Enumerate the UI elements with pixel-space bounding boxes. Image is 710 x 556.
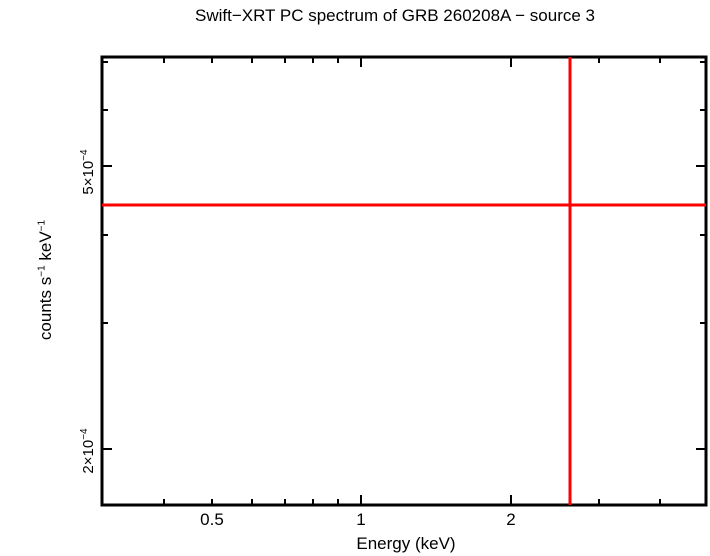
y-tick-label: 5×10−4: [79, 149, 97, 194]
x-tick-label: 0.5: [200, 510, 224, 529]
y-tick-exponent: −4: [79, 428, 90, 440]
chart-title: Swift−XRT PC spectrum of GRB 260208A − s…: [194, 6, 595, 25]
y-label-part: counts s: [36, 276, 55, 341]
y-tick-base: 5×10: [80, 160, 97, 195]
y-label-part: keV: [36, 231, 55, 266]
y-axis-label: counts s−1 keV−1: [36, 220, 56, 340]
data-point-crosshair: [102, 57, 706, 505]
x-axis-label: Energy (keV): [356, 534, 456, 553]
x-tick-label: 1: [356, 510, 366, 529]
x-axis-ticks: [163, 57, 661, 505]
y-tick-base: 2×10: [80, 439, 97, 474]
plot-frame: [100, 55, 708, 507]
y-label-exponent: −1: [36, 219, 48, 232]
y-tick-label: 2×10−4: [79, 428, 97, 473]
x-tick-label: 2: [506, 510, 516, 529]
y-axis-ticks: [102, 61, 706, 450]
y-label-exponent: −1: [36, 265, 48, 277]
y-tick-exponent: −4: [79, 149, 90, 161]
